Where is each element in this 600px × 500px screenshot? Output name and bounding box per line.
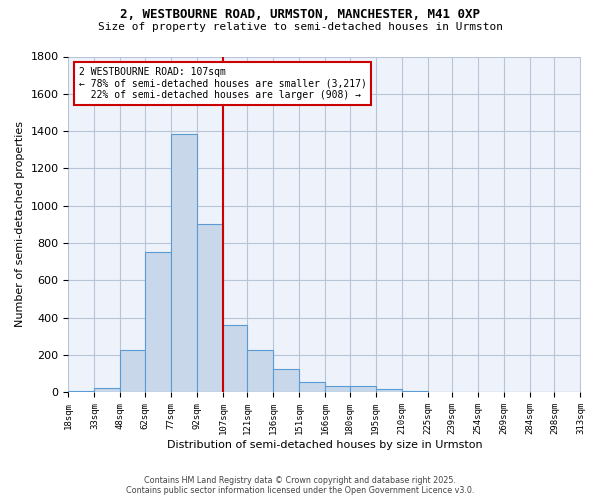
Bar — [145, 252, 171, 392]
Bar — [350, 386, 376, 392]
Bar — [273, 369, 299, 392]
Bar — [247, 350, 273, 393]
Bar — [68, 390, 94, 392]
Text: Size of property relative to semi-detached houses in Urmston: Size of property relative to semi-detach… — [97, 22, 503, 32]
Text: 2 WESTBOURNE ROAD: 107sqm
← 78% of semi-detached houses are smaller (3,217)
  22: 2 WESTBOURNE ROAD: 107sqm ← 78% of semi-… — [79, 66, 367, 100]
Bar — [376, 388, 401, 392]
Y-axis label: Number of semi-detached properties: Number of semi-detached properties — [15, 122, 25, 328]
Bar — [121, 350, 145, 393]
Bar — [401, 390, 428, 392]
Text: Contains HM Land Registry data © Crown copyright and database right 2025.
Contai: Contains HM Land Registry data © Crown c… — [126, 476, 474, 495]
Bar — [94, 388, 121, 392]
Text: 2, WESTBOURNE ROAD, URMSTON, MANCHESTER, M41 0XP: 2, WESTBOURNE ROAD, URMSTON, MANCHESTER,… — [120, 8, 480, 20]
Bar — [223, 326, 247, 392]
Bar — [325, 386, 350, 392]
X-axis label: Distribution of semi-detached houses by size in Urmston: Distribution of semi-detached houses by … — [167, 440, 482, 450]
Bar — [197, 224, 223, 392]
Bar — [299, 382, 325, 392]
Bar — [171, 134, 197, 392]
